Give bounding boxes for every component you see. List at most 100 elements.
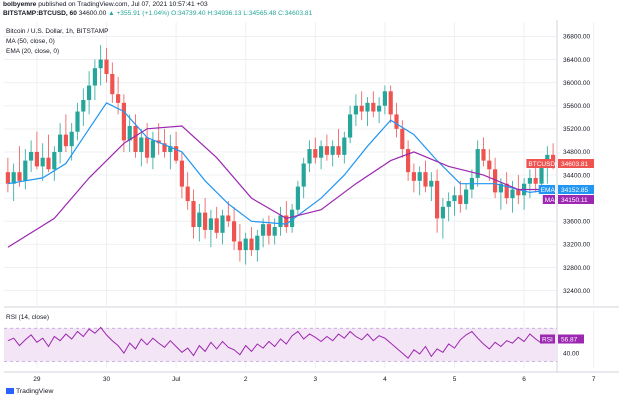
price-label-name: EMA (541, 187, 556, 194)
candle-body (307, 149, 312, 164)
candle-body (417, 172, 422, 181)
x-tick-label: 7 (592, 376, 596, 383)
candle-body (92, 68, 97, 86)
publisher-name: bolbyemre (3, 1, 37, 8)
y-tick-label: 34400.00 (563, 172, 590, 179)
price-label-tag (526, 159, 555, 168)
candle-body (377, 105, 382, 112)
candle-body (133, 125, 138, 152)
rsi-value: 56.87 (561, 336, 578, 343)
ohlc-values: O:34739.40 H:34936.13 L:34565.48 C:34603… (171, 10, 313, 17)
legend-ema: EMA (20, close, 0) (6, 48, 60, 55)
candle-body (278, 215, 283, 228)
candle-body (139, 137, 144, 152)
publish-info: published on TradingView.com, Jul 07, 20… (38, 1, 208, 8)
price-label-value: 34603.81 (561, 161, 588, 168)
candle-body (52, 151, 57, 170)
candle-body (382, 91, 387, 106)
legend-title: Bitcoin / U.S. Dollar, 1h, BITSTAMP (6, 28, 109, 35)
x-tick-label: 29 (33, 376, 41, 383)
candle-body (313, 149, 318, 158)
candle-body (440, 206, 445, 219)
candle-body (510, 189, 515, 199)
candle-body (98, 59, 103, 69)
candle-body (174, 146, 179, 161)
candle-body (185, 186, 190, 202)
candle-body (336, 146, 341, 155)
candle-body (162, 143, 167, 152)
candle-body (243, 238, 248, 251)
candle-body (423, 172, 428, 187)
rsi-y-tick-label: 40.00 (563, 350, 580, 357)
x-tick-label: Jul (172, 376, 181, 383)
candle-body (487, 160, 492, 170)
price-label-value: 34150.11 (561, 197, 588, 204)
price-label-box (558, 184, 594, 194)
last-price: 34600.00 (78, 10, 107, 17)
candle-body (475, 149, 480, 178)
chart-header: bolbyemre published on TradingView.com, … (0, 0, 619, 20)
chart-legend: Bitcoin / U.S. Dollar, 1h, BITSTAMP MA (… (6, 27, 108, 57)
candle-body (110, 73, 115, 95)
candle-body (17, 172, 22, 181)
candle-body (40, 157, 45, 167)
candle-body (342, 137, 347, 155)
candle-body (214, 218, 219, 233)
candle-body (272, 227, 277, 236)
candle-body (63, 134, 68, 147)
y-tick-label: 35200.00 (563, 126, 590, 133)
candle-body (388, 91, 393, 115)
candle-body (191, 201, 196, 228)
rsi-label-tag (540, 334, 555, 344)
candle-body (435, 180, 440, 219)
publish-line: bolbyemre published on TradingView.com, … (3, 1, 208, 8)
candle-body (34, 151, 39, 167)
price-label-tag (542, 194, 555, 204)
symbol-line: BITSTAMP:BTCUSD, 60 34600.00 ▲ +355.91 (… (3, 10, 312, 17)
price-change: ▲ +355.91 (+1.04%) (108, 10, 170, 17)
y-tick-label: 35600.00 (563, 103, 590, 110)
candle-body (232, 221, 237, 242)
candle-body (301, 163, 306, 187)
candle-body (493, 169, 498, 193)
symbol-name: BITSTAMP:BTCUSD, 60 (3, 10, 77, 17)
candle-body (29, 151, 34, 161)
candle-body (394, 114, 399, 129)
footer: TradingView (6, 388, 53, 395)
candle-body (498, 183, 503, 193)
candle-body (87, 85, 92, 100)
x-tick-label: 5 (453, 376, 457, 383)
candle-body (266, 224, 271, 236)
candle-body (197, 212, 202, 228)
x-tick-label: 3 (313, 376, 317, 383)
x-tick-label: 30 (103, 376, 111, 383)
x-tick-label: 4 (383, 376, 387, 383)
candle-body (516, 189, 521, 196)
candle-body (5, 172, 10, 184)
candle-body (353, 105, 358, 115)
candle-body (58, 134, 63, 152)
candle-body (116, 94, 121, 103)
rsi-legend: RSI (14, close) (6, 314, 49, 321)
y-tick-label: 36400.00 (563, 57, 590, 64)
ema-line (7, 102, 554, 225)
candle-body (319, 146, 324, 158)
candle-body (69, 131, 74, 147)
rsi-label-name: RSI (542, 336, 553, 343)
candle-body (458, 195, 463, 204)
candle-body (237, 241, 242, 251)
candle-body (104, 59, 109, 74)
y-tick-label: 33600.00 (563, 219, 590, 226)
price-label-box (558, 194, 594, 204)
price-label-box (558, 159, 594, 168)
candle-body (46, 157, 51, 170)
candle-body (208, 218, 213, 230)
candle-body (261, 224, 266, 236)
candle-body (168, 146, 173, 152)
candle-body (255, 235, 260, 251)
candle-body (75, 111, 80, 132)
y-tick-label: 32800.00 (563, 265, 590, 272)
price-label-name: MA (545, 197, 555, 204)
candle-body (23, 160, 28, 181)
